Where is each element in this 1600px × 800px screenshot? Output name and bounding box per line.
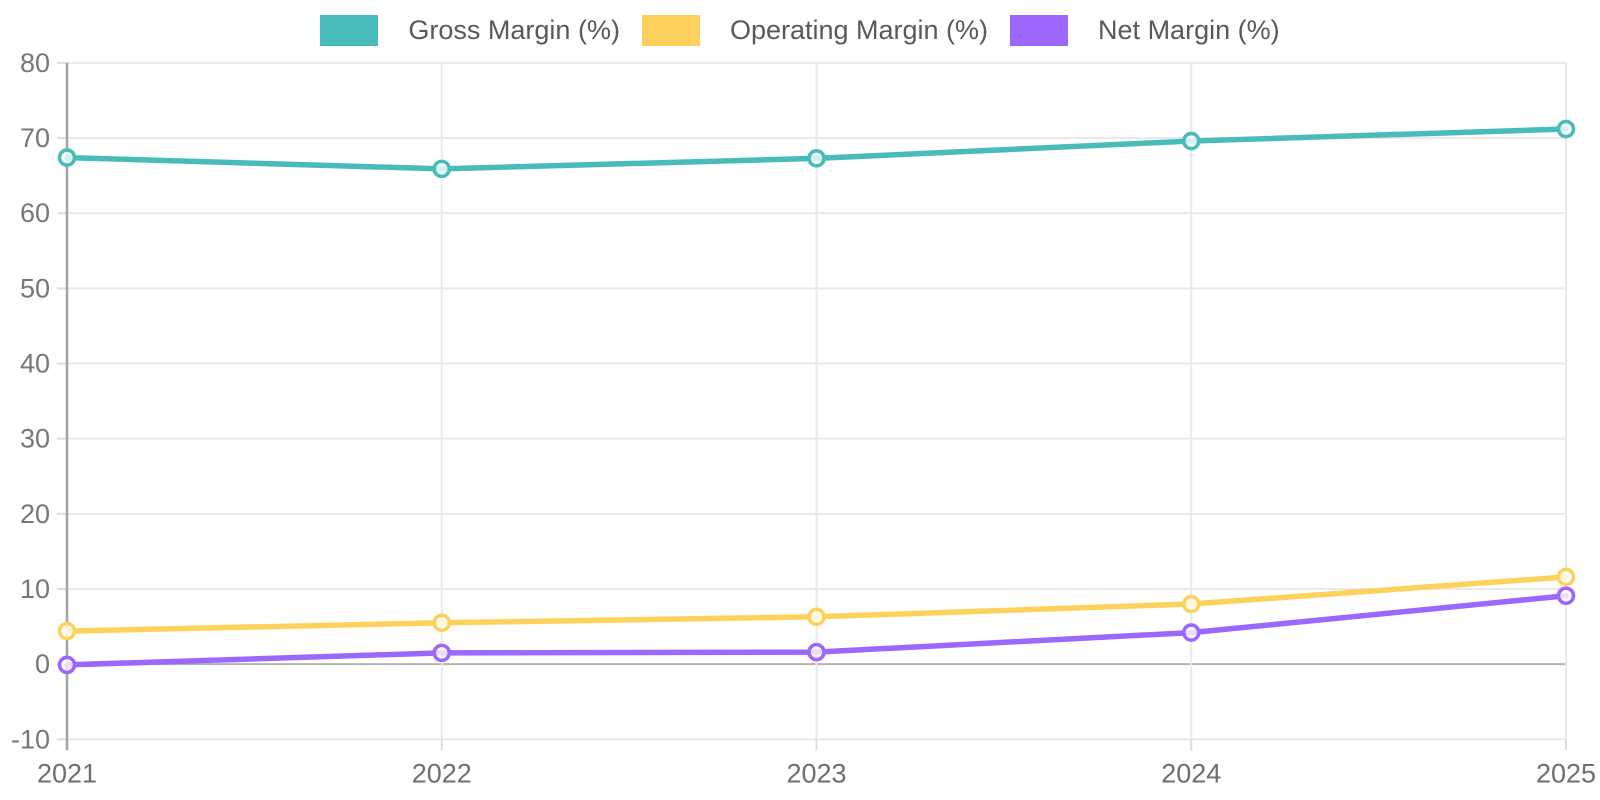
data-point-operating-margin-2023[interactable] bbox=[807, 607, 826, 627]
data-point-operating-margin-2024[interactable] bbox=[1181, 594, 1201, 614]
data-point-gross-margin-2025[interactable] bbox=[1556, 119, 1576, 139]
legend-label: Gross Margin (%) bbox=[408, 14, 620, 45]
legend-swatch-icon bbox=[1010, 14, 1069, 46]
x-axis-tick-label: 2024 bbox=[1161, 758, 1221, 788]
y-axis-tick-label: 30 bbox=[20, 424, 50, 454]
data-point-operating-margin-2025[interactable] bbox=[1556, 567, 1576, 587]
legend-item-net-margin[interactable]: Net Margin (%) bbox=[1010, 14, 1280, 46]
data-point-net-margin-2023[interactable] bbox=[807, 642, 826, 662]
y-axis-tick-label: 60 bbox=[20, 198, 50, 228]
legend-item-gross-margin[interactable]: Gross Margin (%) bbox=[320, 14, 620, 46]
y-axis-tick-label: 80 bbox=[20, 48, 50, 78]
legend-swatch-icon bbox=[320, 14, 379, 46]
x-axis-tick-label: 2025 bbox=[1536, 758, 1596, 788]
data-point-operating-margin-2022[interactable] bbox=[432, 613, 452, 633]
x-axis-tick-label: 2021 bbox=[37, 758, 97, 788]
legend-label: Operating Margin (%) bbox=[729, 14, 989, 45]
data-point-net-margin-2021[interactable] bbox=[57, 655, 77, 675]
data-point-gross-margin-2021[interactable] bbox=[57, 148, 77, 167]
x-axis-tick-label: 2023 bbox=[786, 758, 846, 788]
y-axis-tick-label: 40 bbox=[20, 349, 50, 379]
data-point-net-margin-2024[interactable] bbox=[1181, 623, 1201, 642]
data-point-net-margin-2025[interactable] bbox=[1556, 586, 1576, 606]
y-axis-tick-label: 50 bbox=[20, 273, 50, 303]
y-axis-tick-label: -10 bbox=[11, 724, 50, 754]
y-axis-tick-label: 0 bbox=[35, 649, 50, 679]
data-point-net-margin-2022[interactable] bbox=[432, 643, 452, 663]
y-axis-tick-label: 70 bbox=[20, 123, 50, 153]
x-axis-tick-label: 2022 bbox=[412, 758, 472, 788]
chart-legend: Gross Margin (%) Operating Margin (%) Net … bbox=[0, 10, 1600, 50]
data-point-gross-margin-2022[interactable] bbox=[432, 159, 452, 179]
legend-swatch-icon bbox=[641, 14, 700, 46]
legend-item-operating-margin[interactable]: Operating Margin (%) bbox=[641, 14, 989, 46]
data-point-gross-margin-2024[interactable] bbox=[1181, 131, 1201, 151]
y-axis-tick-label: 10 bbox=[20, 574, 50, 604]
legend-label: Net Margin (%) bbox=[1098, 14, 1280, 45]
y-axis-tick-label: 20 bbox=[20, 499, 50, 529]
data-point-gross-margin-2023[interactable] bbox=[807, 149, 826, 168]
data-point-operating-margin-2021[interactable] bbox=[57, 621, 77, 641]
